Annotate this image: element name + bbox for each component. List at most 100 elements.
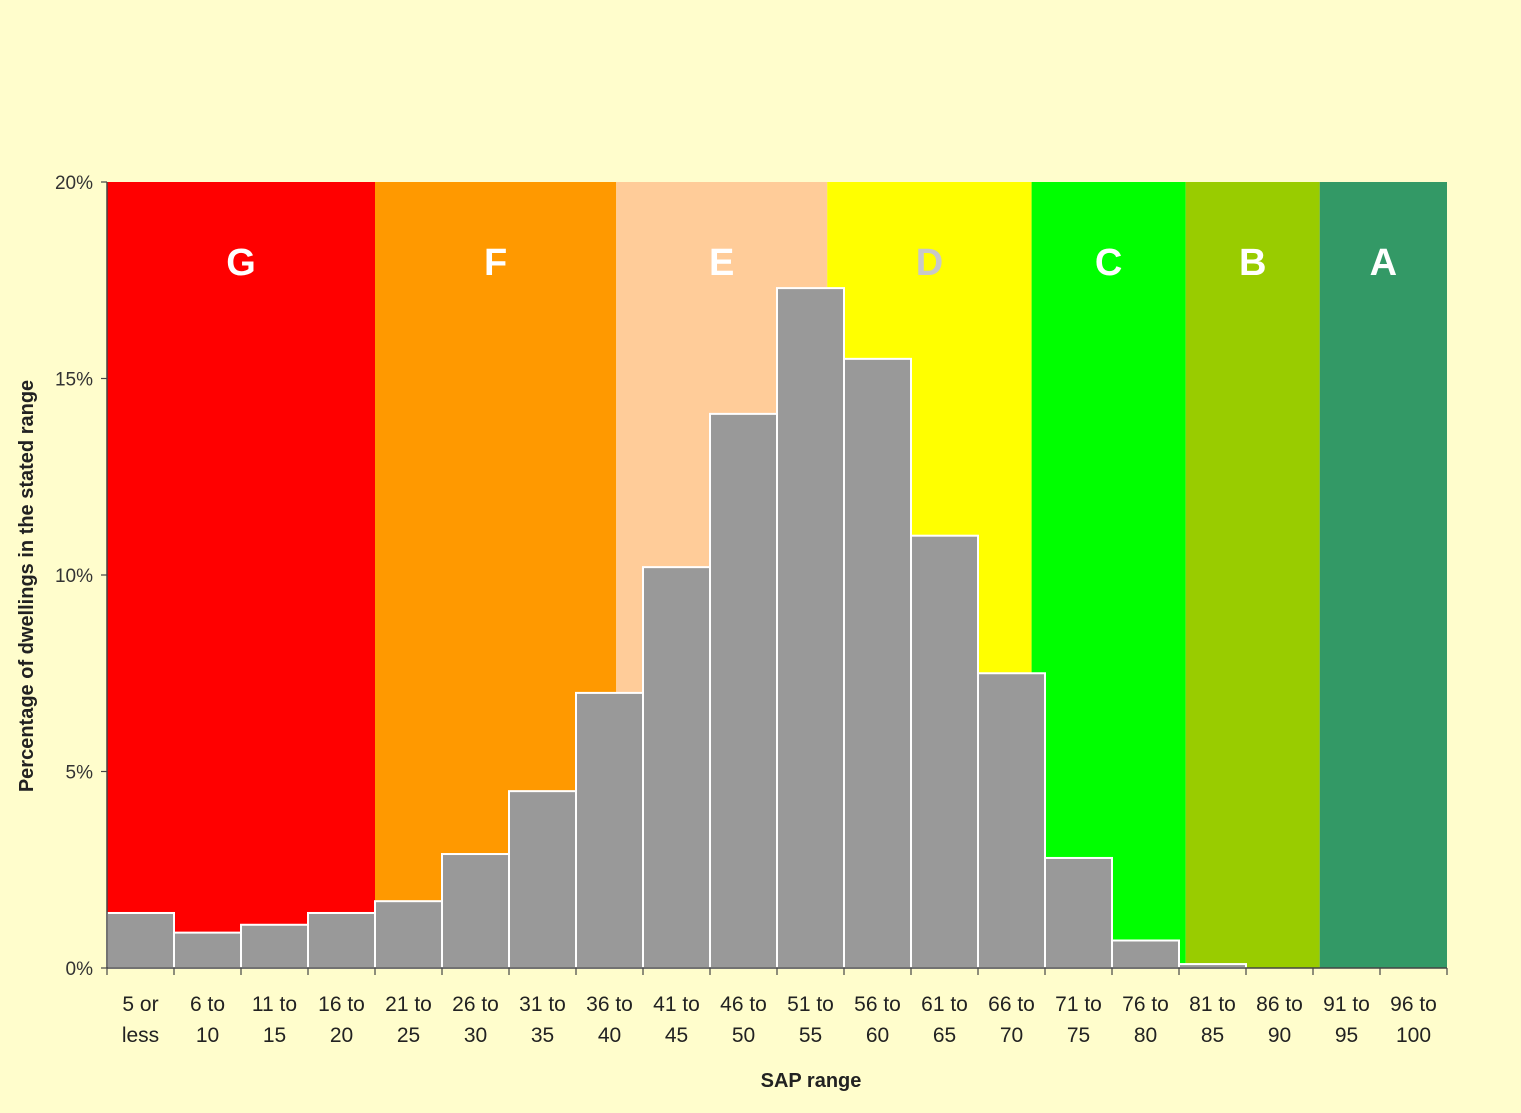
bar-6: [508, 790, 577, 970]
y-tick-label: 15%: [55, 370, 93, 391]
x-tick-label: 96 to 100: [1390, 993, 1437, 1047]
x-tick-label-line: 80: [1134, 1024, 1157, 1047]
x-tick-label: 51 to 55: [787, 993, 834, 1047]
bar-5: [441, 853, 510, 970]
bar-9: [709, 412, 778, 969]
bar-3: [307, 911, 376, 969]
band-label-f: F: [484, 242, 507, 284]
x-tick-label-line: 30: [464, 1024, 487, 1047]
band-label-c: C: [1095, 242, 1122, 284]
x-tick-label-line: 56 to: [854, 993, 901, 1016]
x-tick-label-line: 25: [397, 1024, 420, 1047]
x-tick-label-line: 70: [1000, 1024, 1023, 1047]
rating-bands: [107, 182, 1447, 968]
x-tick-label-line: 20: [330, 1024, 353, 1047]
x-tick-label-line: 90: [1268, 1024, 1291, 1047]
x-tick-label-line: 85: [1201, 1024, 1224, 1047]
x-tick-label-line: 71 to: [1055, 993, 1102, 1016]
y-tick-label: 5%: [66, 763, 94, 784]
x-tick-label-line: 51 to: [787, 993, 834, 1016]
bar-14: [1044, 856, 1113, 970]
bar-1: [173, 931, 242, 970]
x-tick-label-line: 75: [1067, 1024, 1090, 1047]
x-tick-label-line: 81 to: [1189, 993, 1236, 1016]
x-tick-label-line: 66 to: [988, 993, 1035, 1016]
x-tick-label-line: 86 to: [1256, 993, 1303, 1016]
x-tick-label: 71 to 75: [1055, 993, 1102, 1047]
y-tick-label: 20%: [55, 173, 93, 194]
x-tick-label-line: 96 to: [1390, 993, 1437, 1016]
x-tick-label: 81 to 85: [1189, 993, 1236, 1047]
x-tick-label: 61 to 65: [921, 993, 968, 1047]
y-axis-title: Percentage of dwellings in the stated ra…: [16, 380, 38, 792]
x-tick-label-line: 40: [598, 1024, 621, 1047]
bar-10: [776, 287, 845, 969]
x-tick-label: 31 to 35: [519, 993, 566, 1047]
x-tick-label-line: 95: [1335, 1024, 1358, 1047]
y-tick-label: 0%: [66, 959, 94, 980]
x-tick-label-line: 6 to: [190, 993, 225, 1016]
x-tick-label: 26 to 30: [452, 993, 499, 1047]
x-tick-label-line: 60: [866, 1024, 889, 1047]
x-tick-label-line: 5 or: [122, 993, 158, 1016]
x-tick-label: 11 to 15: [252, 993, 297, 1047]
y-tick-label: 10%: [55, 566, 93, 587]
x-tick-label-line: 41 to: [653, 993, 700, 1016]
x-tick-label-line: 50: [732, 1024, 755, 1047]
x-tick-label: 16 to 20: [318, 993, 365, 1047]
bars: [106, 287, 1247, 970]
bar-0: [106, 911, 175, 969]
band-a: [1319, 182, 1447, 968]
band-c: [1031, 182, 1186, 968]
x-tick-label-line: 26 to: [452, 993, 499, 1016]
x-tick-label-line: 100: [1396, 1024, 1431, 1047]
bar-2: [240, 923, 309, 970]
x-tick-label-line: 15: [263, 1024, 286, 1047]
x-tick-label: 66 to 70: [988, 993, 1035, 1047]
x-tick-label-line: 31 to: [519, 993, 566, 1016]
band-label-a: A: [1370, 242, 1397, 284]
bar-7: [575, 691, 644, 970]
y-tick-labels: 0% 5% 10% 15% 20%: [55, 173, 93, 980]
band-label-d: D: [916, 242, 943, 284]
bar-13: [977, 672, 1046, 969]
band-b: [1185, 182, 1320, 968]
x-tick-label: 6 to 10: [190, 993, 225, 1047]
x-tick-label: 5 or less: [122, 993, 159, 1047]
x-tick-label-line: 91 to: [1323, 993, 1370, 1016]
x-tick-label: 36 to 40: [586, 993, 633, 1047]
x-tick-label-line: 45: [665, 1024, 688, 1047]
x-tick-label: 46 to 50: [720, 993, 767, 1047]
bar-12: [910, 534, 979, 969]
x-tick-label-line: 11 to: [252, 993, 297, 1016]
x-tick-labels: 5 or less 6 to 10 11 to 15 16 to 20 21 to 25 26 to…: [122, 993, 1437, 1047]
x-tick-label: 86 to 90: [1256, 993, 1303, 1047]
x-tick-label-line: 65: [933, 1024, 956, 1047]
x-axis-title: SAP range: [761, 1070, 862, 1092]
x-tick-label: 21 to 25: [385, 993, 432, 1047]
x-tick-label-line: 10: [196, 1024, 219, 1047]
x-tick-label-line: 16 to: [318, 993, 365, 1016]
x-tick-label: 56 to 60: [854, 993, 901, 1047]
x-tick-label-line: less: [122, 1024, 159, 1047]
band-label-e: E: [709, 242, 734, 284]
x-tick-label-line: 61 to: [921, 993, 968, 1016]
band-label-g: G: [226, 242, 256, 284]
x-tick-label: 76 to 80: [1122, 993, 1169, 1047]
x-tick-label-line: 21 to: [385, 993, 432, 1016]
x-tick-label-line: 55: [799, 1024, 822, 1047]
band-g: [107, 182, 375, 968]
axes: [101, 181, 1448, 975]
x-tick-label-line: 35: [531, 1024, 554, 1047]
x-tick-label: 41 to 45: [653, 993, 700, 1047]
bar-8: [642, 566, 711, 969]
x-tick-label-line: 76 to: [1122, 993, 1169, 1016]
bar-15: [1111, 939, 1180, 969]
x-tick-label-line: 46 to: [720, 993, 767, 1016]
band-label-b: B: [1239, 242, 1266, 284]
x-tick-label-line: 36 to: [586, 993, 633, 1016]
x-tick-label: 91 to 95: [1323, 993, 1370, 1047]
bar-4: [374, 900, 443, 969]
